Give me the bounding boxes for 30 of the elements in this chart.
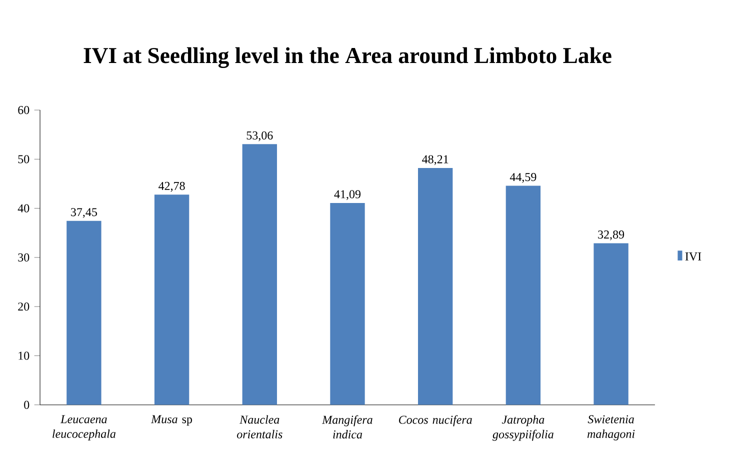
data-label: 37,45 <box>71 208 97 218</box>
bar <box>330 202 365 405</box>
bar <box>154 194 190 405</box>
data-label: 32,89 <box>598 230 624 240</box>
data-label: 48,21 <box>422 155 448 165</box>
data-label: 53,06 <box>246 131 273 142</box>
data-label: 41,09 <box>334 190 360 200</box>
x-tick-label: Musa sp <box>150 415 192 426</box>
bar <box>66 220 102 405</box>
x-tick-label: Swietenia mahagoni <box>587 415 635 440</box>
bar <box>594 243 628 405</box>
bar <box>242 144 277 405</box>
x-tick-label: Jatropha gossypiifolia <box>492 415 554 441</box>
data-label: 42,78 <box>158 182 185 192</box>
y-tick-label: 20 <box>18 302 30 311</box>
x-tick-label: Mangifera indica <box>322 415 372 438</box>
bar <box>418 168 453 405</box>
y-tick-label: 30 <box>18 253 30 262</box>
x-tick-label: Leucaena leucocephala <box>52 415 116 440</box>
y-tick-label: 40 <box>18 204 30 212</box>
y-tick-label: 50 <box>18 155 30 164</box>
x-tick-label: Nauclea orientalis <box>236 415 282 438</box>
chart-title: IVI at Seedling level in the Area around Limboto Lake <box>84 47 612 68</box>
legend-label: IVI <box>685 252 702 260</box>
y-tick-label: 0 <box>24 400 30 409</box>
y-tick-label: 60 <box>18 106 30 114</box>
y-tick-label: 10 <box>18 352 30 360</box>
x-tick-label: Cocos nucifera <box>399 415 472 426</box>
data-label: 44,59 <box>510 172 536 183</box>
bar <box>506 186 541 405</box>
